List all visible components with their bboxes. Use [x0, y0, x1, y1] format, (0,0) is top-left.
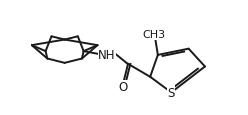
- Text: CH3: CH3: [142, 30, 166, 40]
- Text: NH: NH: [98, 49, 116, 61]
- Text: O: O: [119, 80, 128, 93]
- Text: S: S: [168, 86, 175, 99]
